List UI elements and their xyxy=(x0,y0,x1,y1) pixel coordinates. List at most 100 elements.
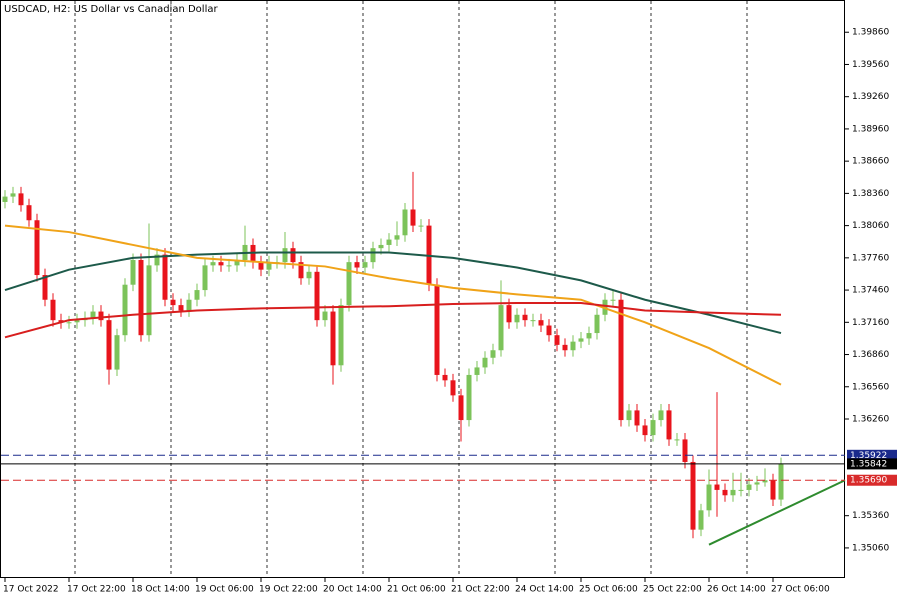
candle-body xyxy=(634,410,640,426)
candle-body xyxy=(218,262,224,266)
candle-body xyxy=(674,439,680,441)
candle-body xyxy=(562,344,568,351)
y-tick-label: 1.36860 xyxy=(852,350,889,360)
candle-body xyxy=(538,320,544,326)
candle-body xyxy=(66,322,72,324)
candle-body xyxy=(434,284,440,375)
candle-body xyxy=(202,265,208,291)
y-tick-label: 1.37160 xyxy=(852,318,889,328)
price-level-box xyxy=(847,449,897,461)
candle-body xyxy=(194,290,200,300)
price-level-label: 1.35842 xyxy=(850,459,887,469)
candle-body xyxy=(354,262,360,268)
candle-body xyxy=(498,305,504,351)
candle-body xyxy=(18,193,24,206)
candle-body xyxy=(378,244,384,249)
y-tick-label: 1.38360 xyxy=(852,189,889,199)
candle-body xyxy=(650,420,656,436)
x-tick-label: 21 Oct 22:00 xyxy=(451,585,510,595)
y-tick-label: 1.36260 xyxy=(852,414,889,424)
x-tick-label: 19 Oct 22:00 xyxy=(259,585,318,595)
candle-body xyxy=(282,248,288,263)
price-level-box xyxy=(847,474,897,486)
candle-body xyxy=(658,410,664,421)
moving-average xyxy=(4,251,782,335)
candle-body xyxy=(370,248,376,263)
candle-body xyxy=(258,262,264,270)
candle-body xyxy=(754,482,760,485)
y-tick-label: 1.38060 xyxy=(852,221,889,231)
candle-body xyxy=(330,311,336,366)
candle-body xyxy=(594,314,600,334)
price-level-label: 1.35690 xyxy=(850,476,887,486)
y-tick-label: 1.37460 xyxy=(852,286,889,296)
candle-body xyxy=(122,284,128,336)
candle-body xyxy=(26,205,32,221)
candle-body xyxy=(490,350,496,358)
x-tick-label: 20 Oct 14:00 xyxy=(323,585,382,595)
candle-body xyxy=(34,220,40,276)
candle-body xyxy=(210,262,216,266)
y-tick-label: 1.36560 xyxy=(852,382,889,392)
candle-body xyxy=(10,193,16,197)
candle-body xyxy=(778,464,784,500)
candle-body xyxy=(418,225,424,227)
x-tick-label: 24 Oct 14:00 xyxy=(515,585,574,595)
x-tick-label: 17 Oct 2022 xyxy=(3,585,59,595)
chart-title: USDCAD, H2: US Dollar vs Canadian Dollar xyxy=(4,4,218,15)
candle-body xyxy=(154,254,160,266)
candle-body xyxy=(682,439,688,462)
x-tick-label: 27 Oct 06:00 xyxy=(771,585,830,595)
candle-body xyxy=(714,484,720,490)
candle-body xyxy=(322,311,328,321)
candle-body xyxy=(386,239,392,245)
x-tick-label: 25 Oct 22:00 xyxy=(643,585,702,595)
candle-body xyxy=(730,489,736,496)
candle-body xyxy=(610,299,616,301)
candle-body xyxy=(314,271,320,321)
y-tick-label: 1.39860 xyxy=(852,28,889,38)
x-tick-label: 21 Oct 06:00 xyxy=(387,585,446,595)
candle-body xyxy=(306,271,312,279)
candle-body xyxy=(162,254,168,300)
candle-body xyxy=(290,248,296,263)
moving-average xyxy=(4,224,782,386)
candle-body xyxy=(722,489,728,496)
candle-body xyxy=(178,305,184,311)
y-tick-label: 1.38960 xyxy=(852,124,889,134)
candle-body xyxy=(266,262,272,270)
candle-body xyxy=(698,510,704,530)
candle-body xyxy=(170,299,176,306)
candle-body xyxy=(762,480,768,483)
candle-body xyxy=(402,209,408,236)
candle-body xyxy=(42,275,48,300)
candle-body xyxy=(338,305,344,366)
candle-body xyxy=(138,259,144,336)
x-tick-label: 18 Oct 14:00 xyxy=(131,585,190,595)
candle-body xyxy=(106,320,112,370)
y-tick-label: 1.35060 xyxy=(852,543,889,553)
candle-body xyxy=(394,235,400,240)
candle-body xyxy=(458,395,464,421)
candle-body xyxy=(746,484,752,490)
y-tick-label: 1.35360 xyxy=(852,511,889,521)
candle-body xyxy=(130,259,136,285)
candle-body xyxy=(738,489,744,491)
x-tick-label: 25 Oct 06:00 xyxy=(579,585,638,595)
candle-body xyxy=(642,425,648,436)
y-tick-label: 1.39260 xyxy=(852,92,889,102)
candle-body xyxy=(522,314,528,321)
candle-body xyxy=(618,299,624,421)
candle-body xyxy=(298,262,304,279)
candle-body xyxy=(570,341,576,351)
candle-body xyxy=(514,314,520,323)
candle-body xyxy=(442,374,448,381)
candle-body xyxy=(410,209,416,226)
candle-body xyxy=(554,335,560,345)
candle-body xyxy=(466,374,472,421)
candle-body xyxy=(362,262,368,268)
candle-body xyxy=(58,320,64,323)
candle-body xyxy=(146,265,152,336)
candle-body xyxy=(114,335,120,370)
candle-body xyxy=(690,461,696,530)
